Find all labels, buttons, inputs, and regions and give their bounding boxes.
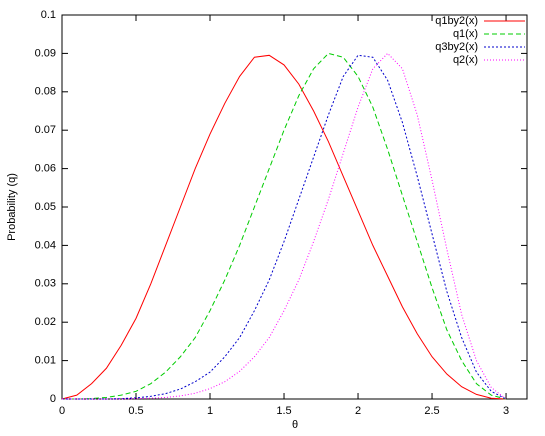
legend-label: q1by2(x) <box>435 15 478 27</box>
x-tick-label: 2 <box>355 405 361 417</box>
y-tick-label: 0.02 <box>35 316 56 328</box>
legend-label: q1(x) <box>453 28 478 40</box>
y-tick-label: 0.07 <box>35 124 56 136</box>
series-line <box>62 54 507 400</box>
legend-label: q2(x) <box>453 54 478 66</box>
x-tick-label: 1.5 <box>276 405 291 417</box>
legend-label: q3by2(x) <box>435 41 478 53</box>
series-line <box>62 52 507 400</box>
x-tick-label: 0 <box>59 405 65 417</box>
y-tick-label: 0.01 <box>35 355 56 367</box>
y-tick-label: 0.06 <box>35 163 56 175</box>
series-line <box>61 54 507 400</box>
plot-frame <box>61 14 528 400</box>
x-tick-label: 2.5 <box>424 405 439 417</box>
y-tick-label: 0.05 <box>35 201 56 213</box>
y-axis-label: Probability (q) <box>6 173 18 241</box>
y-tick-label: 0.08 <box>35 86 56 98</box>
series-line <box>62 52 507 400</box>
y-tick-label: 0.09 <box>35 47 56 59</box>
y-tick-label: 0 <box>50 393 56 405</box>
y-tick-label: 0.04 <box>35 239 56 251</box>
y-tick-label: 0.1 <box>41 9 56 21</box>
x-tick-label: 0.5 <box>128 405 143 417</box>
y-tick-label: 0.03 <box>35 278 56 290</box>
x-axis-label: θ <box>292 419 298 431</box>
x-tick-label: 3 <box>503 405 509 417</box>
x-tick-label: 1 <box>207 405 213 417</box>
